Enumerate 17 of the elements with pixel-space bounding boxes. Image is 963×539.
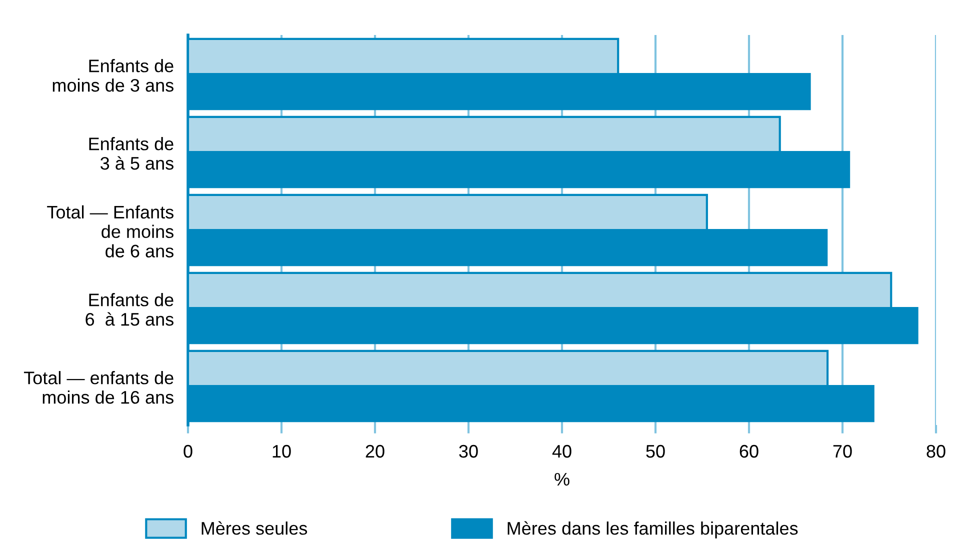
x-tick-label: 70 bbox=[833, 444, 852, 458]
x-tick-label: 30 bbox=[459, 444, 478, 458]
x-tick-label: 60 bbox=[740, 444, 758, 458]
y-tick-label: Total — Enfants de moins de 6 ans bbox=[47, 205, 174, 258]
x-tick-label: 40 bbox=[552, 444, 572, 458]
x-tick-label: 50 bbox=[646, 444, 665, 458]
legend-label: Mères seules bbox=[202, 521, 308, 535]
x-axis-title: % bbox=[554, 472, 570, 486]
y-tick-label: Enfants de moins de 3 ans bbox=[52, 59, 174, 92]
y-tick-label: Total — enfants de moins de 16 ans bbox=[24, 371, 174, 404]
x-tick-label: 10 bbox=[272, 444, 291, 458]
x-tick-label: 80 bbox=[926, 444, 946, 458]
x-tick-label: 0 bbox=[184, 444, 192, 458]
x-tick-label: 20 bbox=[366, 444, 384, 458]
y-tick-label: Enfants de 6 à 15 ans bbox=[86, 293, 174, 326]
legend-label: Mères dans les familles biparentales bbox=[508, 521, 798, 538]
y-tick-label: Enfants de 3 à 5 ans bbox=[89, 137, 174, 170]
